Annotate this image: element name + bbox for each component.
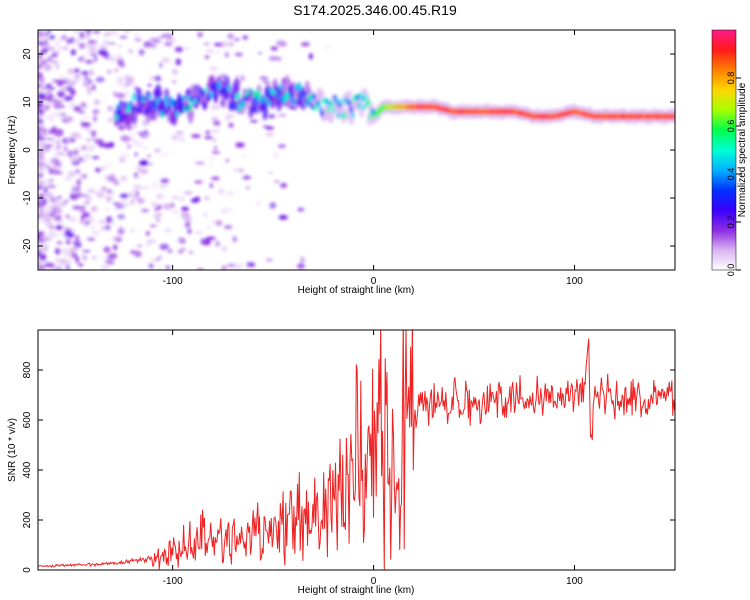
spectrogram-plot-area (38, 30, 675, 270)
snr-y-tick-label: 400 (22, 461, 33, 478)
snr-ylabel: SNR (10 * v/v) (7, 418, 18, 482)
figure-title: S174.2025.346.00.45.R19 (293, 2, 457, 18)
colorbar-tick-label: 0.4 (726, 168, 736, 181)
snr-xlabel: Height of straight line (km) (298, 585, 415, 596)
spectrogram-x-axis: -100 0 100 (163, 30, 583, 287)
colorbar-tick-label: 0.6 (726, 120, 736, 133)
snr-y-tick-label: 600 (22, 411, 33, 428)
colorbar-tick-label: 0.8 (726, 72, 736, 85)
snr-y-axis: 0 200 400 600 800 (22, 361, 675, 573)
spectrogram-y-axis: -20 -10 0 10 20 (22, 48, 675, 253)
snr-y-tick-label: 200 (22, 511, 33, 528)
spectrogram-y-tick-label: 0 (22, 147, 33, 153)
spectrogram-x-tick-label: -100 (163, 276, 183, 287)
colorbar (712, 30, 736, 270)
snr-x-tick-label: 0 (371, 576, 377, 587)
spectrogram-ridge (113, 74, 675, 129)
spectrogram-noise (38, 30, 331, 270)
spectrogram-energy (38, 30, 675, 270)
colorbar-tick-label: 0.0 (726, 264, 736, 277)
snr-chart: -100 0 100 0 200 400 600 800 Height of straigh… (7, 329, 676, 596)
spectrogram-x-tick-label: 100 (566, 276, 583, 287)
spectrogram-y-tick-label: 20 (22, 48, 33, 60)
snr-x-tick-label: 100 (566, 576, 583, 587)
spectrogram-xlabel: Height of straight line (km) (298, 285, 415, 296)
spectrogram-y-tick-label: -20 (22, 238, 33, 253)
spectrogram-ylabel: Frequency (Hz) (7, 116, 18, 185)
snr-x-axis: -100 0 100 (163, 330, 583, 587)
colorbar-axis: 0.0 0.2 0.4 0.6 0.8 (711, 29, 741, 277)
snr-x-tick-label: -100 (163, 576, 183, 587)
colorbar-label: Normalized spectral amplitude (737, 82, 748, 217)
spectrogram-y-tick-label: 10 (22, 96, 33, 108)
spectrogram-x-tick-label: 0 (371, 276, 377, 287)
snr-y-tick-label: 800 (22, 361, 33, 378)
colorbar-tick-label: 0.2 (726, 216, 736, 229)
spectrogram-y-tick-label: -10 (22, 190, 33, 205)
snr-y-tick-label: 0 (22, 567, 33, 573)
snr-series-line (38, 330, 675, 570)
